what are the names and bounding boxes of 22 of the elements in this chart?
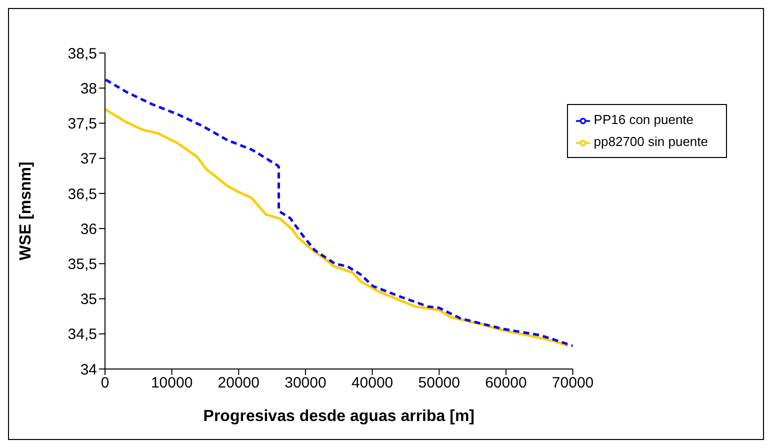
y-tick-label: 35,5	[68, 256, 97, 273]
x-tick-label: 40000	[351, 374, 394, 392]
x-tick-label: 60000	[485, 374, 527, 392]
y-axis-title: WSE [msnm]	[18, 162, 35, 260]
y-tick-label: 34,5	[68, 326, 97, 344]
x-tick-label: 10000	[150, 374, 193, 392]
x-tick-label: 0	[100, 374, 110, 392]
y-tick-label: 34	[80, 361, 97, 378]
x-tick-label: 20000	[218, 374, 260, 392]
y-tick-label: 37	[80, 150, 97, 168]
x-tick-label: 70000	[552, 374, 594, 392]
y-tick-label: 37,5	[68, 116, 97, 133]
y-tick-label: 36,5	[68, 186, 97, 203]
legend-label: PP16 con puente	[594, 112, 694, 127]
y-tick-label: 38	[80, 80, 97, 98]
x-tick-label: 50000	[418, 374, 460, 392]
y-tick-label: 36	[80, 220, 97, 238]
y-tick-label: 35	[80, 291, 97, 308]
x-axis-title: Progresivas desde aguas arriba [m]	[203, 408, 475, 425]
x-tick-label: 30000	[284, 374, 326, 392]
legend-label: pp82700 sin puente	[594, 134, 708, 149]
y-tick-label: 38,5	[68, 45, 97, 62]
